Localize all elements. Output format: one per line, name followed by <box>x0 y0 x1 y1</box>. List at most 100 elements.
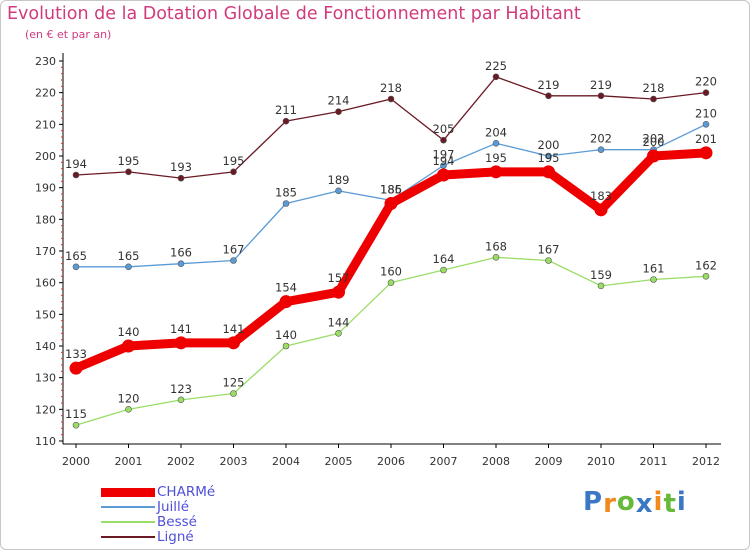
axes: 110 120 130 140 150 160 170 180 190 200 210 220 230 2… <box>35 53 721 468</box>
data-label: 218 <box>643 81 665 95</box>
data-label: 167 <box>538 243 560 257</box>
data-point <box>594 203 608 217</box>
y-tick-label: 130 <box>35 372 56 385</box>
x-tick-label: 2005 <box>325 455 353 468</box>
data-point <box>230 168 237 176</box>
legend-swatch <box>101 536 155 538</box>
data-label: 195 <box>118 154 140 168</box>
data-label: 168 <box>485 239 507 253</box>
data-label: 183 <box>590 189 612 203</box>
x-tick-label: 2010 <box>587 455 615 468</box>
legend-swatch <box>101 506 155 508</box>
data-point <box>177 260 185 267</box>
y-tick-label: 200 <box>35 150 56 163</box>
series-layer <box>69 73 713 429</box>
y-tick-label: 160 <box>35 277 56 290</box>
data-point <box>489 165 503 179</box>
data-label: 211 <box>275 103 297 117</box>
data-point <box>282 117 290 125</box>
data-point <box>545 257 552 264</box>
data-label: 133 <box>65 347 87 361</box>
data-point <box>597 282 605 290</box>
legend-label: Juillé <box>157 499 190 515</box>
legend-label: CHARMé <box>157 484 216 500</box>
x-tick-label: 2001 <box>115 455 143 468</box>
series-ligné <box>72 73 710 182</box>
data-point <box>72 171 80 179</box>
data-labels-layer: 194 195 193 195 211 214 218 205 225 219 219 218 220 1… <box>65 59 717 421</box>
data-point <box>545 92 552 100</box>
data-label: 197 <box>433 148 455 162</box>
data-point <box>122 339 135 353</box>
data-point <box>335 330 342 337</box>
legend-swatch <box>101 521 155 523</box>
data-point <box>702 273 710 280</box>
data-label: 159 <box>590 268 612 282</box>
data-label: 204 <box>485 125 507 139</box>
data-label: 167 <box>223 243 245 257</box>
x-tick-label: 2009 <box>535 455 563 468</box>
data-label: 219 <box>590 78 612 92</box>
data-point <box>387 279 395 286</box>
data-label: 200 <box>538 138 560 152</box>
data-point <box>492 73 500 81</box>
y-tick-label: 150 <box>35 308 56 321</box>
data-label: 202 <box>643 132 665 146</box>
data-label: 140 <box>118 325 140 339</box>
data-label: 195 <box>223 154 245 168</box>
data-label: 201 <box>695 132 717 146</box>
data-point <box>332 285 345 299</box>
data-label: 164 <box>433 252 455 266</box>
x-tick-label: 2000 <box>62 455 90 468</box>
data-label: 214 <box>328 94 350 108</box>
data-label: 219 <box>538 78 560 92</box>
data-label: 185 <box>275 186 297 200</box>
y-tick-label: 170 <box>35 245 56 258</box>
data-label: 141 <box>223 322 245 336</box>
data-label: 157 <box>328 271 350 285</box>
data-point <box>230 257 237 264</box>
data-point <box>177 174 185 182</box>
y-tick-label: 220 <box>35 87 56 100</box>
data-label: 120 <box>118 391 140 405</box>
x-tick-label: 2004 <box>272 455 300 468</box>
y-tick-label: 190 <box>35 182 56 195</box>
y-tick-label: 230 <box>35 55 56 68</box>
data-label: 225 <box>485 59 507 73</box>
data-point <box>702 89 710 96</box>
data-label: 193 <box>170 160 192 174</box>
data-label: 160 <box>380 265 402 279</box>
data-label: 200 <box>643 135 665 149</box>
data-point <box>125 263 132 271</box>
x-tick-label: 2008 <box>482 455 510 468</box>
legend-label: Ligné <box>157 529 194 545</box>
data-label: 220 <box>695 75 717 89</box>
data-label: 189 <box>328 173 350 187</box>
data-label: 195 <box>538 151 560 165</box>
data-label: 218 <box>380 81 402 95</box>
data-label: 162 <box>695 258 717 272</box>
data-label: 166 <box>170 246 192 260</box>
data-point <box>597 92 605 100</box>
chart-subtitle: (en € et par an) <box>25 28 112 41</box>
data-point <box>177 396 185 404</box>
x-tick-label: 2012 <box>692 455 720 468</box>
legend-label: Bessé <box>157 514 197 530</box>
data-point <box>72 263 80 271</box>
data-point <box>125 406 132 413</box>
data-label: 154 <box>275 281 297 295</box>
data-point <box>335 187 342 195</box>
y-tick-label: 140 <box>35 340 56 353</box>
data-point <box>699 146 713 160</box>
data-point <box>492 254 500 261</box>
data-point <box>125 168 132 176</box>
data-point <box>597 146 605 153</box>
data-label: 194 <box>65 157 87 171</box>
data-point <box>227 336 240 350</box>
data-point <box>282 200 290 207</box>
data-point <box>282 342 290 350</box>
y-tick-label: 120 <box>35 403 56 416</box>
data-label: 202 <box>590 132 612 146</box>
